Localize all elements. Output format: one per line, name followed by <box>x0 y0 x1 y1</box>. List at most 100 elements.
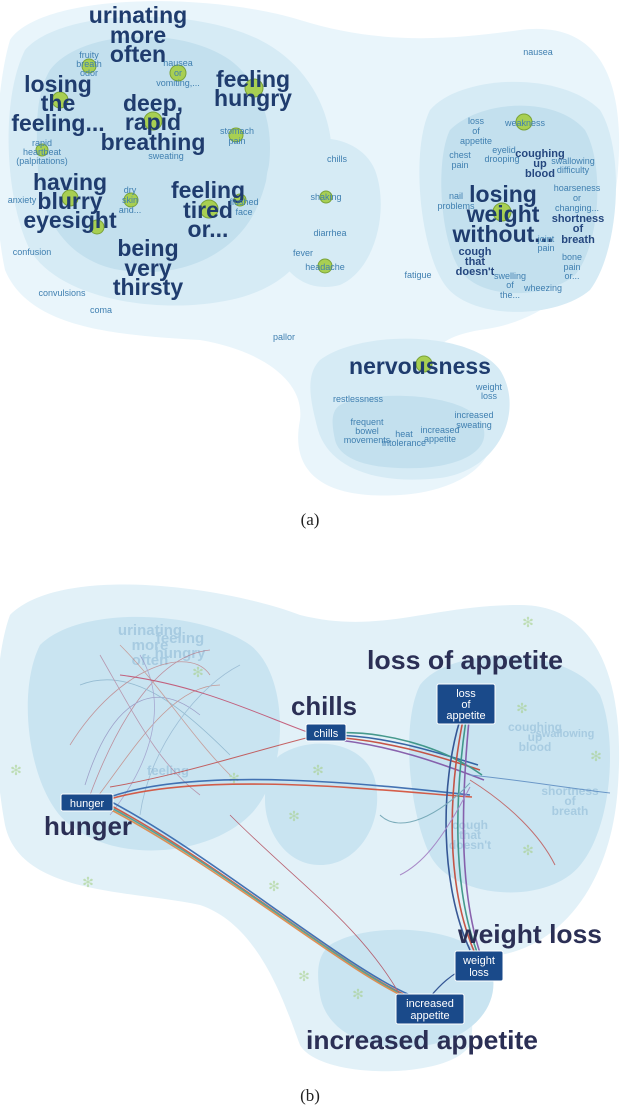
node <box>61 189 79 207</box>
callout-loss-of-appetite: loss of appetite <box>367 645 563 675</box>
label-small: difficulty <box>557 165 590 175</box>
label-small: skin <box>122 195 138 205</box>
node <box>317 258 333 274</box>
tag-hunger[interactable]: hunger <box>60 793 114 812</box>
label-medium: cough <box>459 246 492 258</box>
panel-a-map: urinating more often losing the feeling.… <box>0 1 620 496</box>
label-small: diarrhea <box>313 228 346 238</box>
label-medium: of <box>573 223 584 235</box>
bundle-hunger-loss <box>109 783 473 800</box>
label-large: losing <box>469 181 537 207</box>
label-small: loss <box>468 116 485 126</box>
callout-weight-loss: weight loss <box>457 919 602 949</box>
bundle-chills-left <box>109 736 311 788</box>
label-small: nail <box>449 191 463 201</box>
bundle-curve <box>109 654 155 816</box>
label-medium: coughing <box>515 148 565 160</box>
tag-loss-of-appetite[interactable]: loss of appetite <box>436 683 496 725</box>
faded-label: urinating <box>118 622 182 639</box>
faded-label: more <box>132 637 169 654</box>
faded-label: blood <box>519 740 552 754</box>
bundle-loss-weight <box>451 719 475 952</box>
bundle-curve <box>89 649 211 796</box>
label-small: anxiety <box>8 195 37 205</box>
label-small: flushed <box>229 197 258 207</box>
label-large: breathing <box>101 129 206 155</box>
label-small: fever <box>293 248 313 258</box>
label-large: feeling <box>171 177 245 203</box>
label-large: often <box>110 41 166 67</box>
label-small: changing... <box>555 203 599 213</box>
label-small: shaking <box>310 192 341 202</box>
node <box>89 219 105 235</box>
local-bundles <box>69 644 241 816</box>
node <box>233 193 247 207</box>
panel-a: urinating more often losing the feeling.… <box>0 0 620 500</box>
label-large: feeling... <box>11 110 104 136</box>
label-large: very <box>124 255 172 281</box>
label-small: of <box>506 280 514 290</box>
label-small: hoarseness <box>554 183 601 193</box>
label-large: deep, <box>123 90 183 116</box>
flower-icon: ✻ <box>268 878 280 894</box>
flower-icon: ✻ <box>352 986 364 1002</box>
label-large: the <box>41 90 76 116</box>
label-small: and... <box>119 205 142 215</box>
callout-hunger: hunger <box>44 811 132 841</box>
tag-text: appetite <box>446 710 485 722</box>
bundle-right <box>399 786 471 876</box>
label-small: heat <box>395 429 413 439</box>
label-small: pallor <box>273 332 295 342</box>
label-medium: doesn't <box>456 266 495 278</box>
tag-bg <box>305 723 347 742</box>
tag-increased-appetite[interactable]: increased appetite <box>395 993 465 1025</box>
tag-chills[interactable]: chills <box>305 723 347 742</box>
label-small: weight <box>475 382 503 392</box>
label-small: weakness <box>504 118 546 128</box>
label-large: without... <box>452 221 554 247</box>
label-large: feeling <box>216 66 290 92</box>
label-small: face <box>235 207 252 217</box>
flower-icon: ✻ <box>192 664 204 680</box>
tag-weight-loss[interactable]: weight loss <box>454 950 504 982</box>
label-small: pain <box>228 136 245 146</box>
faded-label: swallowing <box>536 728 595 740</box>
tag-text: loss <box>456 688 476 700</box>
bundle-right <box>469 779 556 866</box>
bundle-hunger-increased <box>97 800 413 1000</box>
flower-icon: ✻ <box>298 968 310 984</box>
tag-bg <box>436 683 496 725</box>
faded-label: cough <box>452 818 488 832</box>
label-small: the... <box>500 290 520 300</box>
bundle-right <box>379 782 471 824</box>
faded-nodes: ✻ ✻ ✻ ✻ ✻ ✻ ✻ ✻ ✻ ✻ ✻ ✻ ✻ ✻ <box>10 614 602 1008</box>
label-small: sweating <box>148 151 184 161</box>
symptom-nodes <box>35 58 533 373</box>
node <box>143 111 163 131</box>
tag-text: increased <box>406 998 454 1010</box>
label-small: nausea <box>523 47 553 57</box>
node <box>51 91 69 109</box>
label-small: or... <box>564 271 579 281</box>
bundle-curve <box>119 644 231 776</box>
node <box>169 64 187 82</box>
label-large: eyesight <box>23 207 117 233</box>
panel-b: urinating more often feeling hungry coug… <box>0 565 620 1080</box>
label-small: loss <box>481 391 498 401</box>
bundle-curve <box>69 661 211 746</box>
faded-label: of <box>564 794 576 808</box>
faded-label: coughing <box>508 720 562 734</box>
label-large: blurry <box>37 188 102 214</box>
label-small: coma <box>90 305 112 315</box>
label-small: appetite <box>424 434 456 444</box>
flower-icon: ✻ <box>10 762 22 778</box>
label-small: vomiting,... <box>156 78 200 88</box>
label-small: nausea <box>163 58 193 68</box>
bundle-hunger-increased <box>97 794 411 996</box>
bundle-loss-weight <box>462 719 481 954</box>
label-medium: shortness <box>552 213 605 225</box>
region-inner-bottom <box>332 395 485 469</box>
bundle-hunger-increased <box>97 802 415 1002</box>
label-small: pain <box>563 262 580 272</box>
faded-label: up <box>528 730 543 744</box>
